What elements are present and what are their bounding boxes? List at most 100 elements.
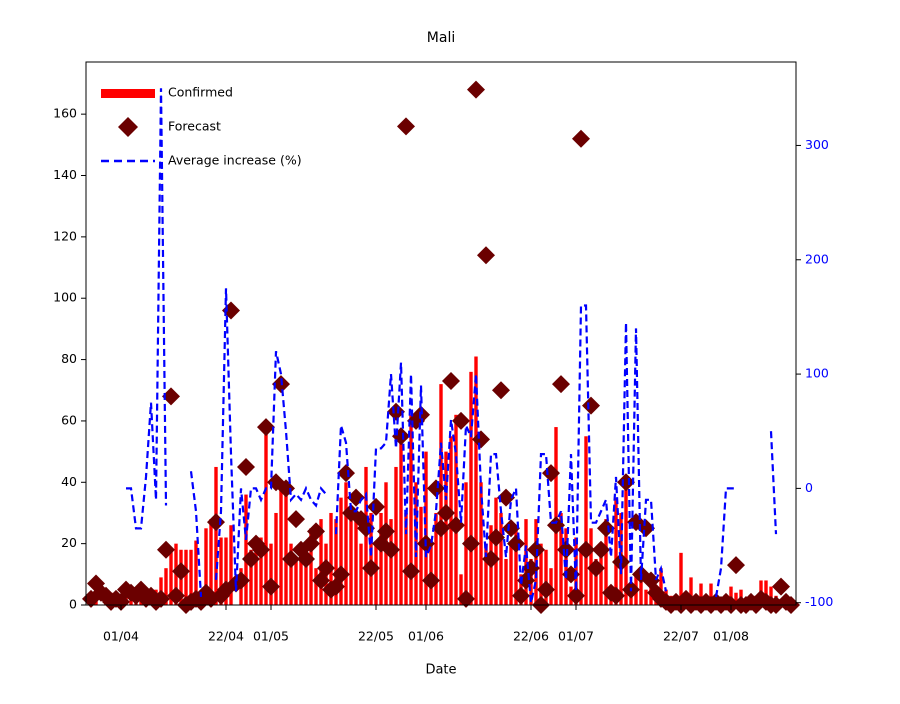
bar — [599, 543, 603, 605]
bar — [254, 543, 258, 605]
x-tick-label: 22/04 — [208, 629, 244, 644]
x-tick-label: 22/07 — [663, 629, 699, 644]
bar — [224, 537, 228, 605]
forecast-marker — [527, 540, 545, 559]
forecast-marker — [387, 402, 405, 421]
forecast-marker — [587, 559, 605, 578]
forecast-marker — [317, 559, 335, 578]
bar — [194, 540, 198, 605]
y-tick-label: 0 — [69, 597, 77, 612]
bar — [259, 537, 263, 605]
bar — [659, 568, 663, 605]
forecast-marker — [537, 580, 555, 599]
forecast-marker — [297, 549, 315, 568]
forecast-marker — [282, 549, 300, 568]
forecast-marker — [402, 562, 420, 581]
bar — [344, 482, 348, 605]
legend-swatch — [101, 89, 155, 98]
bar — [369, 512, 373, 605]
y-tick-label: 40 — [61, 474, 77, 489]
bar — [769, 586, 773, 605]
x-tick-label: 01/08 — [713, 629, 749, 644]
bar — [554, 427, 558, 605]
forecast-marker — [172, 562, 190, 581]
x-tick-label: 22/05 — [358, 629, 394, 644]
forecast-marker — [252, 540, 270, 559]
forecast-marker — [457, 589, 475, 608]
bar — [334, 519, 338, 605]
forecast-marker — [152, 589, 170, 608]
forecast-marker — [242, 549, 260, 568]
legend-label: Forecast — [168, 119, 221, 134]
bar — [679, 552, 683, 605]
bar — [644, 589, 648, 605]
forecast-marker — [367, 497, 385, 516]
bar — [319, 519, 323, 605]
bar — [249, 549, 253, 605]
bar — [274, 512, 278, 605]
bar — [504, 558, 508, 605]
bar — [314, 568, 318, 605]
bar — [184, 549, 188, 605]
forecast-marker — [422, 571, 440, 590]
forecast-marker — [362, 559, 380, 578]
x-tick-label: 01/07 — [558, 629, 594, 644]
bar — [639, 574, 643, 605]
bar — [614, 497, 618, 605]
legend-label: Confirmed — [168, 85, 233, 100]
forecast-marker — [492, 381, 510, 400]
bar — [339, 497, 343, 605]
legend-swatch — [118, 117, 138, 137]
bar — [284, 482, 288, 605]
forecast-marker — [427, 479, 445, 498]
bar — [279, 482, 283, 605]
bar — [299, 549, 303, 605]
bar — [689, 577, 693, 605]
y-tick-label: 80 — [61, 351, 77, 366]
bar — [244, 494, 248, 605]
bar — [189, 549, 193, 605]
x-tick-label: 01/06 — [408, 629, 444, 644]
forecast-marker — [257, 418, 275, 437]
forecast-marker — [237, 457, 255, 476]
bar — [579, 549, 583, 605]
forecast-marker — [507, 534, 525, 553]
forecast-marker — [157, 540, 175, 559]
chart-title: Mali — [427, 30, 455, 46]
bar — [374, 543, 378, 605]
bar — [269, 543, 273, 605]
bar — [229, 525, 233, 605]
forecast-marker — [557, 540, 575, 559]
forecast-marker — [497, 488, 515, 507]
bar — [499, 512, 503, 605]
bar — [329, 512, 333, 605]
bar — [764, 580, 768, 605]
bar — [559, 512, 563, 605]
y2-tick-label: 200 — [805, 251, 829, 266]
forecast-marker — [462, 534, 480, 553]
forecast-marker — [167, 586, 185, 605]
bar — [709, 583, 713, 605]
bar — [354, 512, 358, 605]
forecast-marker — [512, 586, 530, 605]
bar — [304, 543, 308, 605]
bar — [524, 519, 528, 605]
forecast-marker — [207, 513, 225, 532]
bar — [514, 528, 518, 605]
forecast-marker — [332, 565, 350, 584]
forecast-marker — [452, 411, 470, 430]
y-tick-label: 120 — [53, 228, 77, 243]
bar — [164, 568, 168, 605]
x-axis-label: Date — [425, 663, 456, 678]
bar — [479, 482, 483, 605]
forecast-marker — [442, 372, 460, 391]
forecast-marker — [607, 586, 625, 605]
forecast-marker — [477, 246, 495, 265]
bar — [439, 384, 443, 605]
bar — [359, 543, 363, 605]
line — [126, 88, 778, 603]
forecast-marker — [487, 528, 505, 547]
forecast-marker — [397, 117, 415, 136]
forecast-marker — [617, 473, 635, 492]
